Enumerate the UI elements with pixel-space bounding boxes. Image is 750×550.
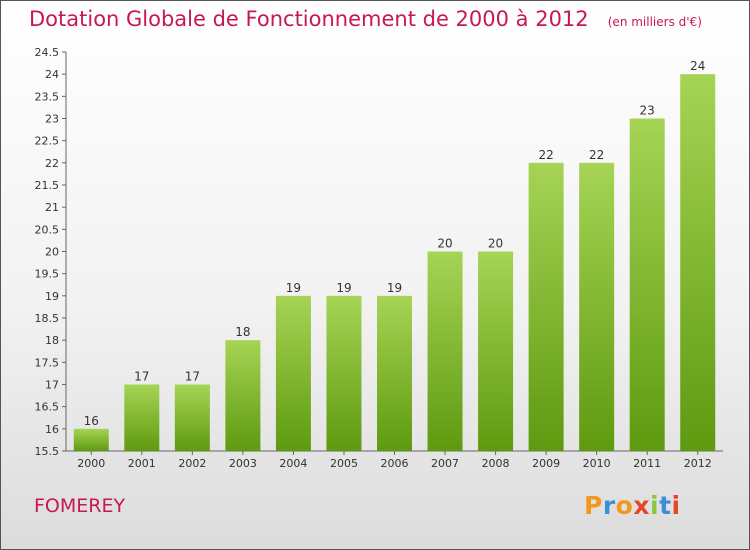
bar-2004 (275, 295, 311, 451)
y-tick-label: 23.5 (35, 90, 60, 103)
x-tick-label: 2010 (583, 457, 611, 470)
y-tick-label: 24.5 (35, 46, 60, 59)
y-tick-label: 16.5 (35, 401, 60, 414)
bars (73, 74, 716, 452)
y-tick-label: 17 (45, 379, 59, 392)
y-tick-label: 22 (45, 157, 59, 170)
bar-value-label: 19 (286, 281, 301, 295)
y-tick-label: 20.5 (35, 223, 60, 236)
bar-value-label: 20 (488, 237, 503, 251)
x-tick-label: 2008 (482, 457, 510, 470)
y-tick-label: 19 (45, 290, 59, 303)
value-labels: 16 17 17 18 19 19 19 20 20 22 22 23 24 (84, 59, 706, 428)
logo-letter: r (602, 491, 616, 520)
logo-letter: i (671, 491, 681, 520)
bar-2011 (629, 118, 665, 451)
bar-2000 (73, 428, 109, 451)
y-tick-label: 18.5 (35, 312, 60, 325)
bar-value-label: 22 (538, 148, 553, 162)
x-tick-label: 2006 (381, 457, 409, 470)
bar-2010 (579, 162, 615, 452)
bar-value-label: 17 (185, 370, 200, 384)
y-tick-label: 19.5 (35, 268, 60, 281)
proxiti-logo: Proxiti (584, 491, 681, 520)
x-tick-label: 2005 (330, 457, 358, 470)
bar-2008 (478, 251, 514, 451)
bar-2006 (377, 295, 412, 451)
logo-letter: i (650, 491, 660, 520)
bar-value-label: 23 (640, 104, 655, 118)
logo-letter: P (584, 491, 603, 520)
bar-value-label: 16 (84, 414, 99, 428)
x-tick-label: 2002 (178, 457, 206, 470)
y-tick-label: 22.5 (35, 135, 60, 148)
bar-value-label: 19 (387, 281, 402, 295)
bar-value-label: 17 (134, 370, 149, 384)
bar-2012 (680, 74, 716, 452)
x-tick-label: 2007 (431, 457, 459, 470)
x-tick-label: 2001 (128, 457, 156, 470)
bar-2009 (528, 162, 564, 452)
y-tick-label: 16 (45, 423, 59, 436)
x-tick-label: 2003 (229, 457, 257, 470)
logo-letter: o (615, 491, 634, 520)
axes: 15.5 16 16.5 17 17.5 18 18.5 19 19.5 20 20.5 21 21.5… (35, 46, 723, 470)
y-tick-label: 24 (45, 68, 59, 81)
y-tick-label: 21.5 (35, 179, 60, 192)
bar-value-label: 22 (589, 148, 604, 162)
x-tick-label: 2011 (633, 457, 661, 470)
x-tick-label: 2009 (532, 457, 560, 470)
chart-subtitle: (en milliers d'€) (607, 15, 702, 29)
bar-2003 (225, 340, 261, 451)
y-tick-label: 21 (45, 201, 59, 214)
commune-name: FOMEREY (34, 495, 126, 517)
bar-2002 (174, 384, 210, 451)
x-tick-label: 2012 (684, 457, 712, 470)
bar-value-label: 20 (437, 237, 452, 251)
y-tick-label: 17.5 (35, 356, 60, 369)
bar-2005 (326, 295, 362, 451)
chart-title: Dotation Globale de Fonctionnement de 20… (29, 7, 589, 31)
x-tick-label: 2004 (279, 457, 307, 470)
bar-value-label: 19 (336, 281, 351, 295)
logo-letter: x (633, 491, 650, 520)
y-tick-label: 15.5 (35, 445, 60, 458)
bar-2001 (124, 384, 160, 451)
y-tick-label: 20 (45, 246, 59, 259)
title-row: Dotation Globale de Fonctionnement de 20… (29, 7, 702, 31)
logo-letter: t (659, 491, 672, 520)
bar-2007 (427, 251, 463, 451)
x-tick-label: 2000 (77, 457, 105, 470)
y-tick-label: 23 (45, 113, 59, 126)
bar-value-label: 18 (235, 325, 250, 339)
bar-value-label: 24 (690, 59, 705, 73)
y-tick-label: 18 (45, 334, 59, 347)
